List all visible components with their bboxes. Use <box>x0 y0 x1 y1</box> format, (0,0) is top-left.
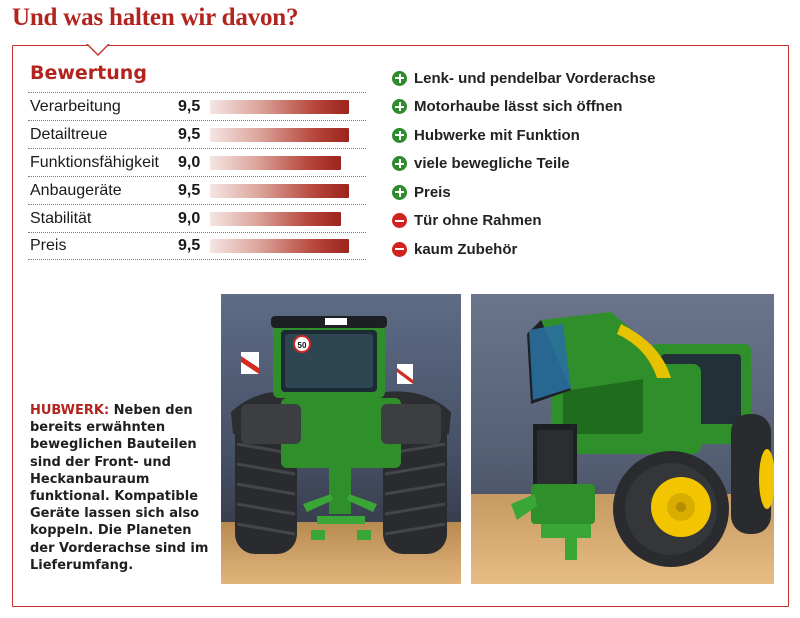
rating-label: Preis <box>30 237 67 254</box>
rating-row: Verarbeitung 9,5 <box>28 92 366 120</box>
plus-circle-icon <box>392 184 407 200</box>
page-headline: Und was halten wir davon? <box>12 4 299 31</box>
plus-circle-icon <box>392 70 407 86</box>
rating-score: 9,5 <box>178 181 201 199</box>
speed-plate-text: 50 <box>298 341 307 350</box>
pros-cons-list: Lenk- und pendelbar Vorderachse Motorhau… <box>392 64 655 264</box>
pro-text: Preis <box>414 183 451 201</box>
con-item: Tür ohne Rahmen <box>392 207 655 236</box>
pro-item: Hubwerke mit Funktion <box>392 121 655 150</box>
rating-bar <box>210 239 349 253</box>
rating-row: Preis 9,5 <box>28 232 366 260</box>
rating-row: Detailtreue 9,5 <box>28 120 366 148</box>
rating-label: Detailtreue <box>30 125 108 143</box>
pro-text: viele bewegliche Teile <box>414 155 570 173</box>
pro-text: Motorhaube lässt sich öffnen <box>414 98 623 116</box>
rating-score: 9,5 <box>178 125 201 143</box>
rating-row: Anbaugeräte 9,5 <box>28 176 366 204</box>
minus-circle-icon <box>392 213 407 229</box>
rating-score: 9,0 <box>178 153 201 171</box>
rating-bar <box>210 183 349 198</box>
con-text: kaum Zubehör <box>414 240 518 258</box>
photo-caption: HUBWERK: Neben den bereits erwähnten bew… <box>30 402 215 574</box>
pro-item: Preis <box>392 178 655 207</box>
rating-score: 9,0 <box>178 209 201 227</box>
caption-text: Neben den bereits erwähnten beweglichen … <box>30 403 209 573</box>
plus-circle-icon <box>392 156 407 172</box>
rating-score: 9,5 <box>178 237 201 254</box>
caption-kicker: HUBWERK: <box>30 403 110 418</box>
rating-label: Verarbeitung <box>30 97 121 115</box>
tractor-front-photo <box>471 294 774 584</box>
pro-text: Hubwerke mit Funktion <box>414 126 580 144</box>
content-frame <box>12 45 789 607</box>
minus-circle-icon <box>392 241 407 257</box>
pro-item: Lenk- und pendelbar Vorderachse <box>392 64 655 93</box>
rating-bar <box>210 99 349 114</box>
pro-item: viele bewegliche Teile <box>392 150 655 179</box>
rating-score: 9,5 <box>178 97 201 115</box>
rating-row: Stabilität 9,0 <box>28 204 366 232</box>
plus-circle-icon <box>392 127 407 143</box>
rating-row: Funktionsfähigkeit 9,0 <box>28 148 366 176</box>
con-item: kaum Zubehör <box>392 235 655 264</box>
con-text: Tür ohne Rahmen <box>414 212 542 230</box>
rating-label: Funktionsfähigkeit <box>30 153 159 171</box>
tractor-rear-photo: 50 <box>221 294 461 584</box>
rating-bar <box>210 211 342 226</box>
rating-label: Anbaugeräte <box>30 181 122 199</box>
rating-label: Stabilität <box>30 209 92 227</box>
rating-title: Bewertung <box>30 62 147 84</box>
rating-bar <box>210 127 349 142</box>
rating-table: Verarbeitung 9,5 Detailtreue 9,5 Funktio… <box>28 92 366 260</box>
pro-text: Lenk- und pendelbar Vorderachse <box>414 69 656 87</box>
rating-bar <box>210 155 342 170</box>
pro-item: Motorhaube lässt sich öffnen <box>392 93 655 122</box>
plus-circle-icon <box>392 99 407 115</box>
